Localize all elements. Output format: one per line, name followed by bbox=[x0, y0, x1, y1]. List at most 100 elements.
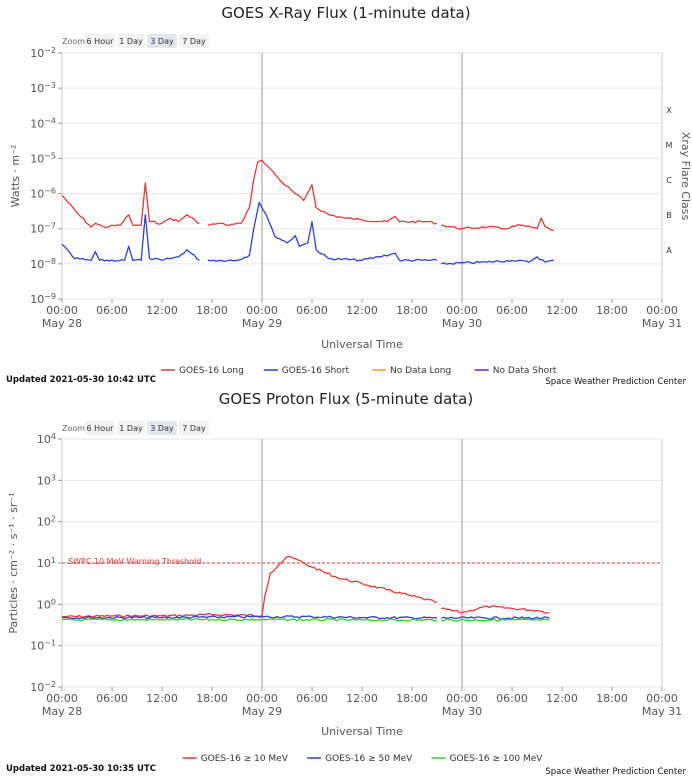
xray-x-tick-time: 00:00 bbox=[446, 304, 478, 317]
xray-x-tick-time: 12:00 bbox=[546, 304, 578, 317]
xray-series-line bbox=[441, 217, 554, 232]
xray-y-tick-label: 10−4 bbox=[30, 116, 56, 130]
proton-x-tick-time: 12:00 bbox=[346, 692, 378, 705]
proton-zoom-6hour-button[interactable]: 6 Hour bbox=[87, 424, 115, 433]
xray-flare-class-title: Xray Flare Class bbox=[679, 132, 692, 221]
proton-zoom-3day-bg bbox=[147, 421, 177, 435]
proton-x-tick-time: 00:00 bbox=[646, 692, 678, 705]
proton-legend-item[interactable]: GOES-16 ≥ 100 MeV bbox=[450, 754, 544, 764]
xray-legend-item[interactable]: GOES-16 Long bbox=[179, 366, 244, 376]
proton-x-tick-time: 06:00 bbox=[296, 692, 328, 705]
proton-x-tick-date: May 30 bbox=[442, 705, 482, 718]
proton-zoom-7day-button[interactable]: 7 Day bbox=[182, 424, 206, 433]
xray-x-tick-time: 00:00 bbox=[246, 304, 278, 317]
xray-series-line bbox=[440, 256, 554, 265]
xray-x-tick-time: 18:00 bbox=[396, 304, 428, 317]
proton-series-line bbox=[61, 615, 438, 620]
proton-y-tick-label: 100 bbox=[37, 597, 56, 611]
xray-y-tick-label: 10−5 bbox=[30, 151, 56, 165]
proton-title: GOES Proton Flux (5-minute data) bbox=[219, 390, 473, 408]
xray-zoom-3day-bg bbox=[147, 34, 177, 48]
xray-legend: GOES-16 Long GOES-16 Short No Data Long No … bbox=[161, 366, 557, 376]
xray-x-tick-date: May 28 bbox=[42, 317, 82, 330]
xray-zoom-label: Zoom bbox=[62, 37, 85, 46]
proton-updated-text: Updated 2021-05-30 10:35 UTC bbox=[6, 764, 156, 774]
xray-y-tick-label: 10−6 bbox=[30, 187, 56, 201]
proton-y-tick-label: 102 bbox=[37, 515, 56, 529]
proton-zoom-1day-bg bbox=[117, 421, 145, 435]
proton-x-tick-time: 00:00 bbox=[46, 692, 78, 705]
proton-x-tick-date: May 31 bbox=[642, 705, 682, 718]
xray-chart: GOES X-Ray Flux (1-minute data) Zoom 6 H… bbox=[6, 4, 692, 387]
flare-class-m: M bbox=[666, 141, 673, 150]
proton-legend: GOES-16 ≥ 10 MeV GOES-16 ≥ 50 MeV GOES-16 … bbox=[182, 754, 544, 764]
xray-legend-item[interactable]: GOES-16 Short bbox=[282, 366, 350, 376]
xray-y-tick-label: 10−8 bbox=[30, 257, 56, 271]
proton-credit-text: Space Weather Prediction Center bbox=[545, 767, 686, 777]
proton-y-tick-label: 101 bbox=[37, 556, 56, 570]
proton-chart: GOES Proton Flux (5-minute data) Zoom 6 … bbox=[6, 390, 686, 777]
xray-zoom-6hour-bg bbox=[85, 34, 115, 48]
flare-class-b: B bbox=[666, 211, 672, 220]
xray-series-line bbox=[61, 214, 200, 262]
xray-credit-text: Space Weather Prediction Center bbox=[545, 377, 686, 387]
proton-x-tick-time: 18:00 bbox=[396, 692, 428, 705]
xray-plot-area bbox=[61, 52, 663, 300]
proton-series-line bbox=[441, 616, 550, 620]
flare-class-c: C bbox=[666, 176, 672, 185]
xray-x-tick-time: 00:00 bbox=[646, 304, 678, 317]
xray-y-tick-label: 10−2 bbox=[30, 46, 56, 60]
xray-series-lines bbox=[61, 159, 554, 265]
proton-series-lines bbox=[61, 555, 550, 622]
proton-threshold-label: SWPC 10 MeV Warning Threshold bbox=[68, 557, 201, 566]
proton-zoom-3day-button[interactable]: 3 Day bbox=[150, 424, 174, 433]
xray-zoom-6hour-button[interactable]: 6 Hour bbox=[87, 37, 115, 46]
xray-zoom-7day-bg bbox=[179, 34, 209, 48]
xray-zoom-1day-bg bbox=[117, 34, 145, 48]
proton-series-line bbox=[61, 617, 438, 622]
xray-zoom-1day-button[interactable]: 1 Day bbox=[119, 37, 143, 46]
flare-class-a: A bbox=[666, 246, 672, 255]
proton-y-tick-label: 103 bbox=[37, 473, 56, 487]
proton-x-tick-time: 12:00 bbox=[146, 692, 178, 705]
xray-x-tick-time: 06:00 bbox=[296, 304, 328, 317]
xray-series-line bbox=[207, 201, 438, 263]
xray-x-tick-time: 12:00 bbox=[146, 304, 178, 317]
xray-legend-item[interactable]: No Data Long bbox=[390, 366, 451, 376]
xray-zoom-7day-button[interactable]: 7 Day bbox=[182, 37, 206, 46]
xray-x-tick-time: 18:00 bbox=[596, 304, 628, 317]
xray-zoom-3day-button[interactable]: 3 Day bbox=[150, 37, 174, 46]
proton-zoom-1day-button[interactable]: 1 Day bbox=[119, 424, 143, 433]
xray-series-line bbox=[61, 182, 200, 228]
xray-y-axis-title: Watts · m⁻² bbox=[9, 145, 22, 208]
proton-series-line bbox=[441, 605, 550, 614]
xray-x-tick-time: 18:00 bbox=[196, 304, 228, 317]
xray-x-tick-time: 00:00 bbox=[46, 304, 78, 317]
xray-updated-text: Updated 2021-05-30 10:42 UTC bbox=[6, 375, 156, 385]
xray-legend-item[interactable]: No Data Short bbox=[493, 366, 557, 376]
proton-x-tick-time: 12:00 bbox=[546, 692, 578, 705]
proton-x-tick-time: 00:00 bbox=[446, 692, 478, 705]
proton-x-tick-time: 18:00 bbox=[196, 692, 228, 705]
proton-legend-item[interactable]: GOES-16 ≥ 10 MeV bbox=[201, 754, 289, 764]
flare-class-x: X bbox=[666, 106, 672, 115]
xray-title: GOES X-Ray Flux (1-minute data) bbox=[221, 4, 470, 22]
proton-x-axis-title: Universal Time bbox=[321, 725, 403, 738]
xray-y-ticks: 10−210−310−410−510−610−710−810−9 bbox=[30, 46, 62, 306]
proton-x-tick-time: 06:00 bbox=[96, 692, 128, 705]
proton-zoom-6hour-bg bbox=[85, 421, 115, 435]
xray-series-line bbox=[207, 159, 438, 226]
proton-zoom-7day-bg bbox=[179, 421, 209, 435]
proton-series-line bbox=[440, 618, 550, 622]
proton-legend-item[interactable]: GOES-16 ≥ 50 MeV bbox=[325, 754, 413, 764]
proton-x-tick-date: May 29 bbox=[242, 705, 282, 718]
xray-x-tick-time: 12:00 bbox=[346, 304, 378, 317]
proton-y-tick-label: 10−1 bbox=[30, 639, 56, 653]
proton-y-axis-title: Particles · cm⁻² · s⁻¹ · sr⁻¹ bbox=[7, 492, 20, 633]
xray-x-tick-time: 06:00 bbox=[496, 304, 528, 317]
xray-y-tick-label: 10−3 bbox=[30, 81, 56, 95]
